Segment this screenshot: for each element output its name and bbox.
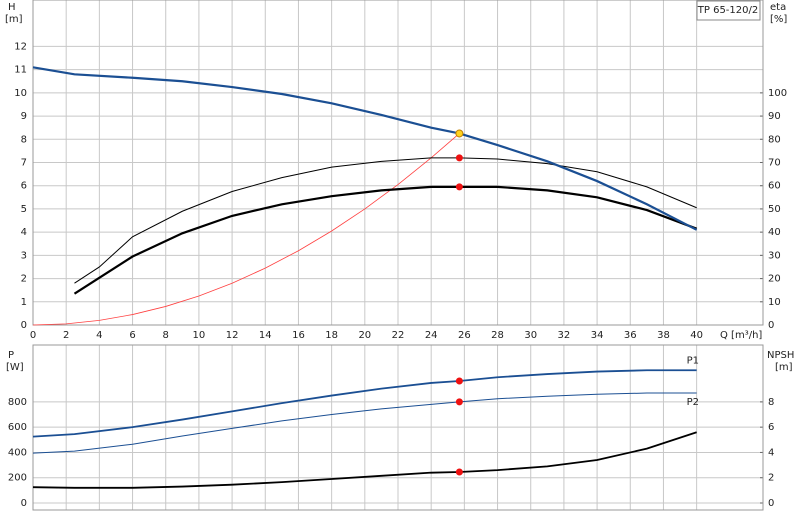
y2-tick-label: 8	[768, 397, 774, 408]
y-tick-label: 3	[21, 250, 27, 261]
y-tick-label: 1	[21, 297, 27, 308]
x-tick-label: 16	[292, 330, 305, 341]
curve	[32, 392, 697, 454]
y-unit: [m]	[5, 14, 23, 25]
x-tick-label: 22	[392, 330, 405, 341]
duty-point	[455, 468, 463, 476]
y-unit: [W]	[6, 362, 24, 373]
x-tick-label: 8	[163, 330, 169, 341]
y2-tick-label: 6	[768, 422, 774, 433]
y-tick-label: 4	[21, 227, 27, 238]
y-label: P	[8, 350, 14, 361]
y-tick-label: 2	[21, 274, 27, 285]
y2-tick-label: 10	[768, 297, 781, 308]
y-tick-label: 400	[8, 447, 27, 458]
y2-tick-label: 30	[768, 250, 781, 261]
model-box	[696, 0, 761, 21]
duty-point	[455, 377, 463, 385]
x-tick-label: 26	[458, 330, 471, 341]
y-tick-label: 800	[8, 397, 27, 408]
plot-frame	[32, 0, 764, 326]
y2-tick-label: 0	[768, 320, 774, 331]
y-tick-label: 5	[21, 204, 27, 215]
duty-point	[455, 129, 464, 138]
x-label: Q [m³/h]	[720, 330, 762, 341]
y2-label: eta	[770, 2, 786, 13]
duty-point	[455, 183, 463, 191]
x-tick-label: 32	[558, 330, 571, 341]
curve	[74, 157, 697, 284]
curve	[32, 66, 698, 231]
curve	[32, 431, 697, 489]
x-tick-label: 12	[226, 330, 239, 341]
y-tick-label: 6	[21, 181, 27, 192]
duty-point	[455, 398, 463, 406]
x-tick-label: 10	[193, 330, 206, 341]
curve	[32, 369, 697, 438]
series-label: P2	[687, 397, 699, 408]
y-tick-label: 600	[8, 422, 27, 433]
y2-unit: [m]	[775, 362, 793, 373]
y2-tick-label: 40	[768, 227, 781, 238]
x-tick-label: 24	[425, 330, 438, 341]
curve	[73, 185, 698, 295]
x-tick-label: 30	[524, 330, 537, 341]
y-tick-label: 0	[21, 320, 27, 331]
x-tick-label: 36	[624, 330, 637, 341]
series-label: P1	[687, 355, 699, 366]
x-tick-label: 18	[325, 330, 338, 341]
x-tick-label: 34	[591, 330, 604, 341]
model-label: TP 65-120/2	[697, 5, 758, 16]
y2-unit: [%]	[770, 14, 787, 25]
y-tick-label: 11	[14, 65, 27, 76]
x-tick-label: 38	[657, 330, 670, 341]
y2-tick-label: 50	[768, 204, 781, 215]
duty-point	[455, 154, 463, 162]
y-tick-label: 7	[21, 158, 27, 169]
y-tick-label: 9	[21, 111, 27, 122]
x-tick-label: 4	[96, 330, 102, 341]
plot-frame	[32, 344, 764, 511]
y-tick-label: 8	[21, 134, 27, 145]
y2-label: NPSH	[767, 350, 794, 361]
y2-tick-label: 4	[768, 447, 774, 458]
x-tick-label: 28	[491, 330, 504, 341]
y2-tick-label: 90	[768, 111, 781, 122]
y2-tick-label: 2	[768, 473, 774, 484]
x-tick-label: 6	[129, 330, 135, 341]
x-tick-label: 2	[63, 330, 69, 341]
y-label: H	[8, 2, 16, 13]
x-tick-label: 0	[30, 330, 36, 341]
y2-tick-label: 80	[768, 134, 781, 145]
y-tick-label: 12	[14, 41, 27, 52]
y-tick-label: 0	[21, 498, 27, 509]
x-tick-label: 20	[358, 330, 371, 341]
y2-tick-label: 60	[768, 181, 781, 192]
y2-tick-label: 0	[768, 498, 774, 509]
x-tick-label: 40	[690, 330, 703, 341]
x-tick-label: 14	[259, 330, 272, 341]
y2-tick-label: 70	[768, 158, 781, 169]
y2-tick-label: 100	[768, 88, 787, 99]
y2-tick-label: 20	[768, 274, 781, 285]
y-tick-label: 200	[8, 473, 27, 484]
y-tick-label: 10	[14, 88, 27, 99]
